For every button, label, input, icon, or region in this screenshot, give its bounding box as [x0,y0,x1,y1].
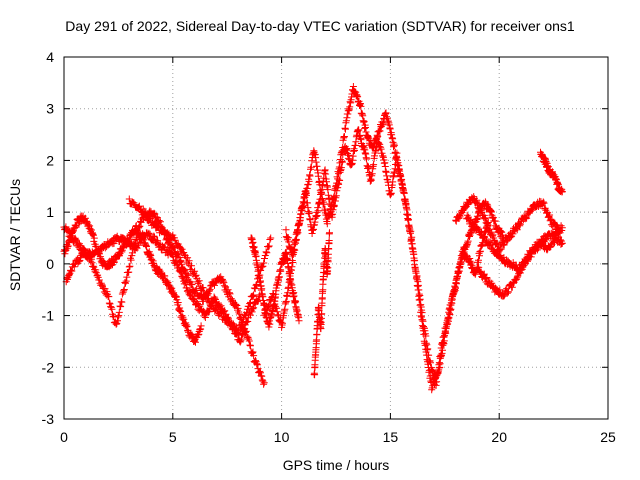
series-track-9 [463,211,566,274]
series-track-7 [452,193,564,255]
y-tick-label: -1 [42,308,55,324]
series-track-3 [62,229,264,346]
y-tick-label: 1 [46,204,54,220]
x-tick-label: 10 [274,429,290,445]
y-tick-label: 4 [46,49,54,65]
x-tick-label: 20 [491,429,507,445]
plus-markers [537,148,566,196]
series-track-12 [310,229,333,379]
series-track-5 [260,83,508,394]
plus-markers [463,211,566,274]
plus-markers [310,229,333,379]
plus-markers [282,126,492,389]
y-tick-label: 0 [46,256,54,272]
plus-markers [452,193,564,255]
chart-title: Day 291 of 2022, Sidereal Day-to-day VTE… [65,18,575,34]
y-tick-label: -2 [42,359,55,375]
series-track-6 [282,126,492,389]
series-track-10 [537,148,566,196]
x-tick-label: 25 [600,429,616,445]
x-tick-label: 5 [169,429,177,445]
y-tick-label: 2 [46,152,54,168]
axis-ticks: 0 5 10 15 20 25 -3 -2 -1 0 1 2 3 4 [42,49,616,445]
plus-markers [247,234,303,331]
y-axis-label: SDTVAR / TECUs [7,178,23,292]
plot-frame [63,56,609,420]
plus-markers [125,195,275,336]
x-tick-label: 15 [383,429,399,445]
series-track-4 [125,195,275,336]
x-tick-label: 0 [60,429,68,445]
y-tick-label: 3 [46,101,54,117]
y-tick-label: -3 [42,411,55,427]
series-track-11 [247,234,303,331]
plus-markers [260,83,508,394]
plus-markers [62,229,264,346]
data-points [60,83,566,394]
x-axis-label: GPS time / hours [282,457,390,473]
